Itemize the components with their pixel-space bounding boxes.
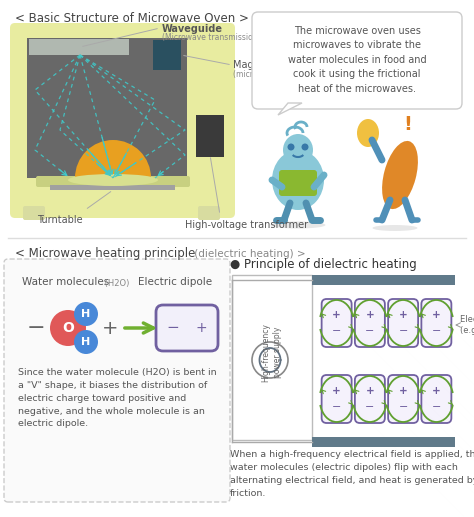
Text: Magnetron: Magnetron bbox=[233, 60, 286, 70]
FancyBboxPatch shape bbox=[10, 23, 235, 218]
FancyBboxPatch shape bbox=[421, 375, 451, 423]
Text: (microwave oscillator): (microwave oscillator) bbox=[233, 70, 318, 79]
Ellipse shape bbox=[272, 150, 324, 210]
Circle shape bbox=[301, 144, 309, 150]
Text: −: − bbox=[167, 321, 179, 336]
FancyBboxPatch shape bbox=[23, 206, 45, 220]
Text: +: + bbox=[195, 321, 207, 335]
Bar bbox=[312, 275, 455, 285]
FancyBboxPatch shape bbox=[252, 12, 462, 109]
Bar bbox=[232, 275, 312, 440]
Text: +: + bbox=[399, 386, 408, 396]
Bar bbox=[27, 38, 187, 178]
FancyBboxPatch shape bbox=[388, 375, 418, 423]
Text: The microwave oven uses
microwaves to vibrate the
water molecules in food and
co: The microwave oven uses microwaves to vi… bbox=[288, 26, 426, 94]
FancyBboxPatch shape bbox=[198, 206, 220, 220]
Bar bbox=[29, 39, 129, 55]
Text: Water molecules: Water molecules bbox=[22, 277, 109, 287]
FancyBboxPatch shape bbox=[388, 299, 418, 347]
Text: +: + bbox=[102, 318, 118, 338]
Text: < Basic Structure of Microwave Oven >: < Basic Structure of Microwave Oven > bbox=[15, 12, 249, 25]
Text: −: − bbox=[332, 326, 341, 336]
Text: (H2O): (H2O) bbox=[102, 279, 129, 288]
Text: Waveguide: Waveguide bbox=[162, 24, 223, 34]
Text: (Microwave transmission line): (Microwave transmission line) bbox=[162, 33, 277, 42]
Polygon shape bbox=[278, 103, 302, 115]
Bar bbox=[312, 437, 455, 447]
FancyBboxPatch shape bbox=[355, 375, 385, 423]
Bar bbox=[153, 40, 181, 70]
Text: +: + bbox=[332, 386, 341, 396]
Text: +: + bbox=[432, 386, 441, 396]
Text: −: − bbox=[399, 402, 408, 412]
Ellipse shape bbox=[283, 134, 313, 166]
FancyBboxPatch shape bbox=[279, 170, 317, 196]
Text: Electric dipole: Electric dipole bbox=[138, 277, 212, 287]
FancyBboxPatch shape bbox=[156, 305, 218, 351]
Text: !: ! bbox=[403, 115, 412, 134]
Circle shape bbox=[74, 330, 98, 354]
Text: < Microwave heating principle: < Microwave heating principle bbox=[15, 247, 195, 260]
FancyBboxPatch shape bbox=[355, 299, 385, 347]
Text: High-voltage transformer: High-voltage transformer bbox=[185, 220, 308, 230]
Ellipse shape bbox=[357, 119, 379, 147]
Ellipse shape bbox=[68, 174, 158, 186]
Text: High-frequency
power supply: High-frequency power supply bbox=[262, 323, 283, 382]
Text: −: − bbox=[27, 318, 46, 338]
Circle shape bbox=[288, 144, 294, 150]
Bar bbox=[110, 178, 117, 184]
Text: −: − bbox=[365, 402, 374, 412]
Circle shape bbox=[50, 310, 86, 346]
Ellipse shape bbox=[382, 141, 418, 209]
Text: Turntable: Turntable bbox=[37, 215, 83, 225]
Text: −: − bbox=[432, 402, 441, 412]
Text: −: − bbox=[432, 326, 441, 336]
Text: +: + bbox=[365, 386, 374, 396]
Text: +: + bbox=[332, 310, 341, 320]
Text: Since the water molecule (H2O) is bent in
a "V" shape, it biases the distributio: Since the water molecule (H2O) is bent i… bbox=[18, 368, 217, 429]
Text: +: + bbox=[399, 310, 408, 320]
Text: O: O bbox=[62, 321, 74, 335]
Text: −: − bbox=[399, 326, 408, 336]
Circle shape bbox=[74, 302, 98, 326]
FancyBboxPatch shape bbox=[322, 299, 352, 347]
Text: ● Principle of dielectric heating: ● Principle of dielectric heating bbox=[230, 258, 417, 271]
Ellipse shape bbox=[373, 225, 418, 231]
Circle shape bbox=[252, 342, 288, 378]
Text: −: − bbox=[332, 402, 341, 412]
Text: H: H bbox=[82, 337, 91, 347]
Bar bbox=[50, 185, 175, 190]
FancyBboxPatch shape bbox=[36, 176, 190, 187]
Text: Electric dipole
(e.g. water molecules): Electric dipole (e.g. water molecules) bbox=[456, 315, 474, 334]
Text: (dielectric heating) >: (dielectric heating) > bbox=[191, 249, 306, 259]
FancyBboxPatch shape bbox=[322, 375, 352, 423]
Ellipse shape bbox=[271, 221, 326, 229]
Text: +: + bbox=[432, 310, 441, 320]
Bar bbox=[196, 115, 224, 157]
Text: +: + bbox=[365, 310, 374, 320]
Text: −: − bbox=[365, 326, 374, 336]
FancyBboxPatch shape bbox=[421, 299, 451, 347]
Wedge shape bbox=[75, 140, 151, 178]
Text: H: H bbox=[82, 309, 91, 319]
FancyBboxPatch shape bbox=[4, 259, 230, 502]
Text: When a high-frequency electrical field is applied, the
water molecules (electric: When a high-frequency electrical field i… bbox=[230, 450, 474, 497]
